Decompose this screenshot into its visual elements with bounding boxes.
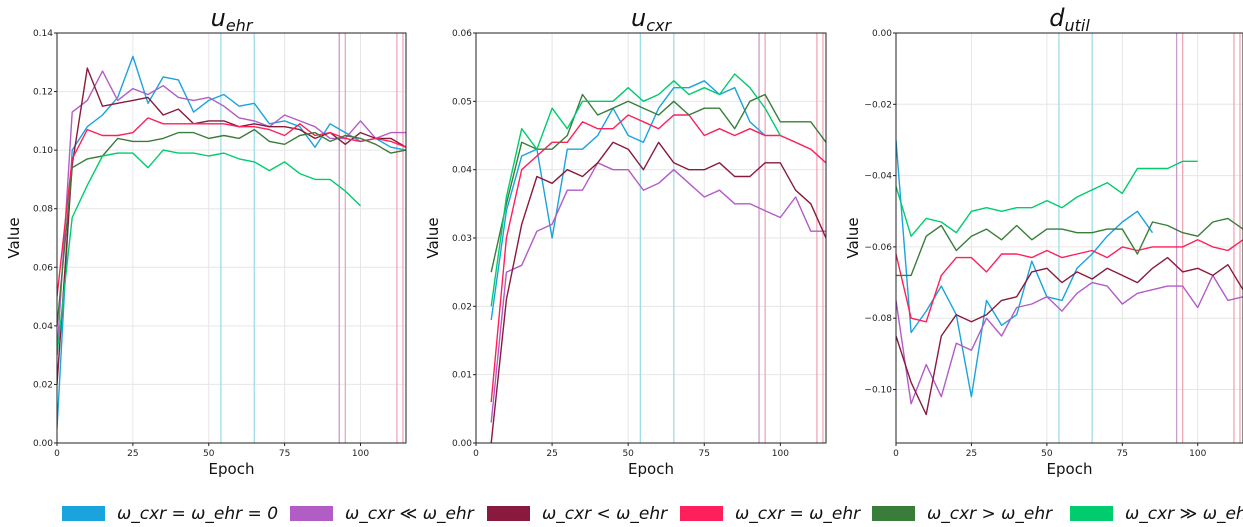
legend-label-3: ω_cxr = ω_ehr: [735, 504, 861, 524]
series-line-1: [490, 162, 826, 423]
y-tick-label: −0.10: [864, 386, 892, 396]
series-line-1: [57, 70, 406, 356]
series-line-2: [896, 256, 1243, 416]
y-tick-label: 0.05: [452, 97, 472, 107]
legend-label-5: ω_cxr ≫ ω_ehr: [1125, 504, 1243, 524]
chart-title-sub: cxr: [646, 16, 672, 35]
x-tick-label: 75: [699, 449, 710, 459]
x-tick-label: 50: [622, 449, 634, 459]
series-line-0: [896, 139, 1154, 398]
legend-swatch-0: [62, 506, 105, 521]
chart-title: ucxr: [631, 4, 672, 35]
y-tick-label: 0.14: [33, 29, 53, 39]
chart-title-sub: util: [1064, 16, 1090, 35]
plot-frame: [56, 32, 407, 444]
legend-label-2: ω_cxr < ω_ehr: [542, 504, 668, 524]
panel-u-cxr: 0.00 0.01 0.02 0.03 0.04 0.05 0.06 0 25 50 75 100 Ep…: [424, 4, 827, 478]
series-line-3: [57, 117, 406, 297]
y-tick-label: 0.04: [452, 166, 472, 176]
legend-swatch-4: [872, 506, 915, 521]
series-line-3: [896, 239, 1243, 323]
y-tick-label: −0.08: [864, 314, 892, 324]
y-tick-label: −0.04: [864, 172, 892, 182]
series-line-3: [490, 114, 826, 403]
series-line-0: [57, 55, 406, 429]
series-line-4: [490, 93, 826, 273]
y-tick-label: 0.02: [33, 380, 53, 390]
x-tick-label: 100: [772, 449, 789, 459]
x-tick-label: 50: [1041, 449, 1053, 459]
x-tick-label: 25: [966, 449, 977, 459]
y-tick-label: 0.02: [452, 302, 472, 312]
x-tick-label: 100: [352, 449, 369, 459]
series-line-5: [490, 73, 781, 307]
legend-label-0: ω_cxr = ω_ehr = 0: [117, 504, 278, 524]
x-tick-label: 75: [1117, 449, 1128, 459]
series-line-5: [896, 160, 1198, 237]
x-tick-label: 25: [127, 449, 138, 459]
y-axis-label: Value: [5, 217, 23, 258]
y-tick-label: 0.03: [452, 234, 472, 244]
y-tick-label: 0.10: [33, 146, 53, 156]
y-tick-label: 0.00: [33, 439, 53, 449]
x-axis-label: Epoch: [628, 460, 674, 478]
x-axis-label: Epoch: [1047, 460, 1093, 478]
x-tick-label: 50: [203, 449, 215, 459]
plot-frame: [895, 32, 1243, 444]
legend-swatch-5: [1070, 506, 1113, 521]
series-line-1: [896, 274, 1243, 405]
series-group: [57, 55, 406, 429]
y-tick-label: 0.06: [452, 29, 472, 39]
x-tick-label: 75: [279, 449, 290, 459]
series-group: [896, 139, 1243, 416]
y-tick-label: 0.12: [33, 88, 53, 98]
legend-label-1: ω_cxr ≪ ω_ehr: [345, 504, 475, 524]
panel-d-util: 0.00 −0.02 −0.04 −0.06 −0.08 −0.10 0 25 50 75 100 E…: [844, 4, 1243, 478]
x-tick-label: 0: [473, 449, 479, 459]
legend-swatch-2: [487, 506, 530, 521]
x-tick-label: 100: [1189, 449, 1206, 459]
x-axis-label: Epoch: [209, 460, 255, 478]
x-tick-label: 0: [893, 449, 899, 459]
series-line-2: [57, 67, 406, 385]
y-tick-label: 0.06: [33, 263, 53, 273]
y-tick-label: 0.00: [452, 439, 472, 449]
legend-label-4: ω_cxr > ω_ehr: [927, 504, 1053, 524]
x-tick-label: 25: [546, 449, 557, 459]
panel-u-ehr: 0.00 0.02 0.04 0.06 0.08 0.10 0.12 0.14 0 25 50 75 1…: [5, 4, 407, 478]
chart-title-main: u: [631, 4, 646, 32]
y-tick-label: 0.00: [872, 29, 892, 39]
series-line-4: [57, 128, 406, 326]
y-tick-label: −0.06: [864, 243, 892, 253]
series-line-5: [57, 149, 361, 356]
y-tick-label: 0.04: [33, 322, 53, 332]
x-tick-label: 0: [54, 449, 60, 459]
y-axis-label: Value: [844, 217, 862, 258]
legend-swatch-1: [290, 506, 333, 521]
y-tick-label: 0.01: [452, 371, 472, 381]
chart-title: dutil: [1049, 4, 1090, 35]
y-axis-label: Value: [424, 217, 442, 258]
y-tick-label: 0.08: [33, 205, 53, 215]
series-group: [490, 73, 826, 443]
chart-title: uehr: [211, 4, 254, 35]
chart-title-sub: ehr: [226, 16, 254, 35]
y-tick-label: −0.02: [864, 100, 892, 110]
chart-title-main: d: [1049, 4, 1065, 32]
series-line-4: [896, 217, 1243, 277]
chart-title-main: u: [211, 4, 226, 32]
legend-swatch-3: [680, 506, 723, 521]
legend: ω_cxr = ω_ehr = 0 ω_cxr ≪ ω_ehr ω_cxr < ω_…: [62, 504, 1243, 524]
series-line-2: [490, 141, 826, 443]
